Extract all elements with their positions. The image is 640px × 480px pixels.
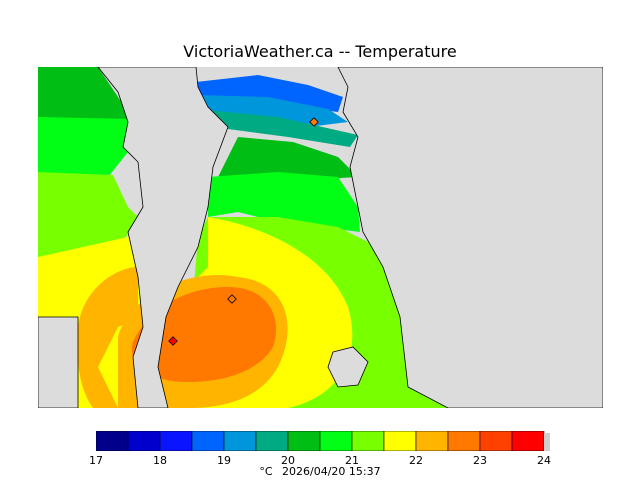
- land-southwest-corner: [38, 316, 79, 408]
- legend-swatch: [511, 431, 545, 451]
- legend-swatch: [191, 431, 225, 451]
- legend-tick-label: 20: [281, 454, 295, 467]
- color-legend: [96, 431, 551, 451]
- legend-tick-label: 17: [89, 454, 103, 467]
- station-marker-south: [227, 294, 237, 304]
- legend-tick-label: 24: [537, 454, 551, 467]
- band-21-west: [38, 117, 133, 177]
- temperature-map: [38, 67, 603, 408]
- map-title: VictoriaWeather.ca -- Temperature: [183, 42, 457, 61]
- legend-swatch: [319, 431, 353, 451]
- legend-swatch: [159, 431, 193, 451]
- legend-tick-label: 18: [153, 454, 167, 467]
- legend-swatch: [447, 431, 481, 451]
- legend-swatch: [127, 431, 161, 451]
- legend-swatch: [479, 431, 513, 451]
- land-east-shore: [337, 67, 603, 408]
- band-19-20: [196, 109, 358, 147]
- unit-label: °C: [259, 465, 273, 478]
- legend-tick-label: 21: [345, 454, 359, 467]
- legend-shadow: [544, 433, 550, 451]
- legend-swatch: [223, 431, 257, 451]
- band-21-22-west: [38, 172, 138, 262]
- land-masses: [38, 67, 603, 408]
- north-temperature-field: [196, 75, 358, 147]
- station-marker-core: [168, 336, 178, 346]
- land-south-island: [327, 346, 369, 388]
- legend-swatch: [255, 431, 289, 451]
- legend-swatch: [96, 431, 129, 451]
- land-west-shore: [97, 67, 229, 408]
- legend-swatch: [287, 431, 321, 451]
- map-caption: °C 2026/04/20 15:37: [0, 465, 640, 478]
- legend-tick-label: 19: [217, 454, 231, 467]
- station-marker-north: [309, 117, 319, 127]
- legend-tick-label: 23: [473, 454, 487, 467]
- legend-tick-label: 22: [409, 454, 423, 467]
- band-21-mid: [208, 172, 360, 232]
- legend-swatch: [415, 431, 449, 451]
- band-17-18: [196, 75, 343, 112]
- south-temperature-field: [98, 137, 448, 408]
- legend-swatch: [351, 431, 385, 451]
- legend-swatch: [383, 431, 417, 451]
- station-markers: [168, 117, 319, 346]
- timestamp: 2026/04/20 15:37: [282, 465, 381, 478]
- band-20-21-west: [38, 67, 133, 122]
